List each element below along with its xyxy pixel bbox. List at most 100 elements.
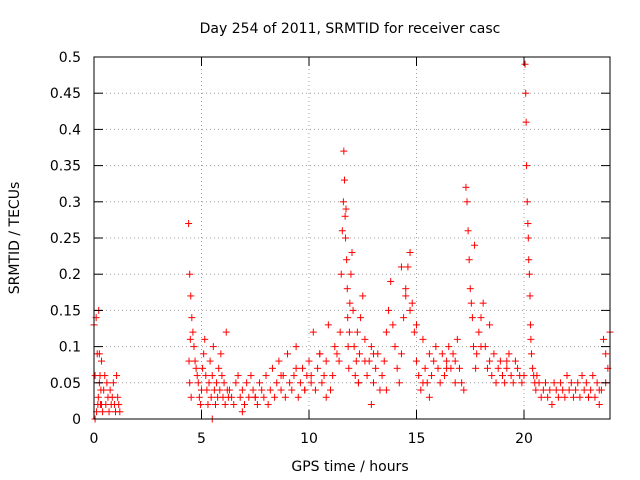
- data-point: [99, 408, 107, 416]
- data-point: [353, 328, 361, 336]
- data-point: [314, 364, 322, 372]
- data-point: [286, 379, 294, 387]
- data-point: [406, 248, 414, 256]
- data-point: [185, 220, 193, 228]
- data-point: [525, 256, 533, 264]
- data-point: [361, 335, 369, 343]
- data-point: [103, 379, 111, 387]
- data-point: [425, 350, 433, 358]
- data-point: [204, 401, 212, 409]
- data-point: [290, 372, 298, 380]
- data-point: [522, 89, 530, 97]
- data-point: [520, 372, 528, 380]
- data-point: [258, 386, 266, 394]
- data-point: [222, 328, 230, 336]
- data-point: [370, 350, 377, 358]
- data-point: [423, 379, 431, 387]
- data-point: [451, 357, 459, 365]
- data-point: [339, 198, 347, 206]
- data-point: [539, 386, 547, 394]
- y-tick-label: 0.05: [50, 376, 81, 392]
- data-point: [550, 379, 558, 387]
- data-point: [535, 379, 543, 387]
- data-point: [464, 227, 472, 235]
- data-point: [382, 386, 390, 394]
- data-point: [359, 292, 367, 300]
- data-point: [449, 350, 457, 358]
- data-point: [329, 372, 337, 380]
- data-point: [477, 314, 485, 322]
- data-point: [266, 386, 274, 394]
- data-point: [268, 364, 276, 372]
- data-point: [578, 372, 586, 380]
- data-point: [193, 372, 201, 380]
- data-point: [209, 343, 217, 351]
- data-point: [544, 393, 552, 401]
- data-point: [428, 372, 436, 380]
- data-point: [527, 335, 535, 343]
- data-point: [185, 357, 193, 365]
- data-point: [494, 364, 502, 372]
- data-point: [443, 357, 451, 365]
- grid-lines: [94, 57, 610, 419]
- data-point: [532, 386, 540, 394]
- data-point: [576, 393, 584, 401]
- data-point: [580, 386, 588, 394]
- data-point: [585, 393, 592, 401]
- data-point: [249, 386, 257, 394]
- data-point: [318, 379, 326, 387]
- data-point: [344, 314, 352, 322]
- data-point: [327, 386, 334, 394]
- x-tick-label: 15: [408, 431, 426, 447]
- data-point: [387, 277, 395, 285]
- data-point: [106, 386, 114, 394]
- data-point: [380, 357, 388, 365]
- data-point: [574, 379, 582, 387]
- data-point: [432, 343, 440, 351]
- data-point: [241, 401, 248, 409]
- data-point: [557, 379, 565, 387]
- data-point: [525, 270, 533, 278]
- data-point: [95, 350, 103, 358]
- data-point: [565, 386, 573, 394]
- data-point: [453, 335, 461, 343]
- data-point: [322, 393, 330, 401]
- data-point: [593, 379, 601, 387]
- data-point: [563, 372, 571, 380]
- data-point: [192, 364, 200, 372]
- y-tick-label: 0: [72, 412, 81, 428]
- y-tick-label: 0.35: [50, 159, 81, 175]
- data-point: [277, 372, 285, 380]
- data-point: [569, 393, 577, 401]
- data-point: [589, 372, 597, 380]
- data-point: [471, 241, 479, 249]
- data-point: [348, 248, 356, 256]
- data-point: [187, 292, 195, 300]
- data-point: [425, 393, 433, 401]
- y-tick-label: 0.3: [59, 195, 81, 211]
- data-point: [260, 393, 268, 401]
- data-point: [440, 372, 448, 380]
- data-point: [542, 379, 549, 387]
- data-point: [460, 386, 468, 394]
- data-point: [292, 364, 300, 372]
- data-point: [397, 263, 405, 271]
- data-point: [230, 401, 238, 409]
- data-point: [186, 335, 194, 343]
- data-point: [501, 379, 509, 387]
- data-point: [234, 372, 242, 380]
- data-point: [350, 343, 358, 351]
- y-tick-label: 0.1: [59, 340, 81, 356]
- data-point: [215, 364, 223, 372]
- data-point: [413, 321, 420, 329]
- data-point: [322, 357, 330, 365]
- data-point: [367, 343, 375, 351]
- y-tick-label: 0.4: [59, 122, 81, 138]
- data-point: [351, 372, 359, 380]
- data-point: [370, 379, 377, 387]
- data-point: [238, 408, 246, 416]
- data-point: [343, 256, 351, 264]
- data-point: [529, 364, 537, 372]
- data-point: [490, 350, 498, 358]
- data-point: [367, 401, 375, 409]
